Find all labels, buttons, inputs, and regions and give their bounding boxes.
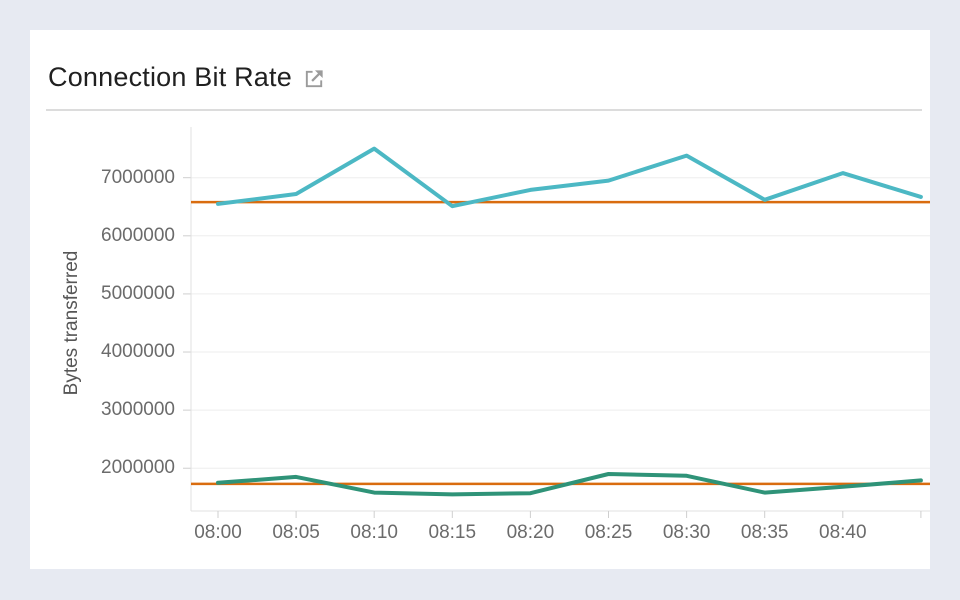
x-tick-label: 08:00 [194, 522, 242, 543]
y-tick-label: 7000000 [101, 166, 175, 188]
chart-title: Connection Bit Rate [48, 62, 292, 92]
x-tick-label: 08:15 [428, 522, 477, 543]
series-line-series-2 [216, 472, 923, 497]
line-chart-plot[interactable] [183, 125, 930, 519]
x-tick-label: 08:20 [506, 522, 555, 543]
y-tick-label: 5000000 [101, 282, 175, 304]
x-tick-label: 08:35 [740, 522, 789, 543]
external-link-icon[interactable] [303, 67, 326, 90]
x-tick-label: 08:25 [584, 522, 633, 543]
header-divider [46, 109, 922, 111]
x-tick-label: 08:10 [350, 522, 398, 543]
y-tick-label: 4000000 [101, 341, 175, 363]
chart-card: Connection Bit Rate Bytes transferred 20… [30, 30, 930, 569]
chart-header: Connection Bit Rate [48, 60, 326, 94]
y-tick-label: 2000000 [101, 457, 175, 479]
x-tick-label: 08:30 [662, 522, 711, 543]
y-tick-label: 6000000 [101, 224, 175, 246]
x-tick-label: 08:40 [819, 522, 867, 543]
series-line-series-1 [216, 146, 923, 209]
x-tick-label: 08:05 [272, 522, 320, 543]
y-axis-title: Bytes transferred [61, 250, 82, 396]
y-tick-label: 3000000 [101, 399, 175, 421]
